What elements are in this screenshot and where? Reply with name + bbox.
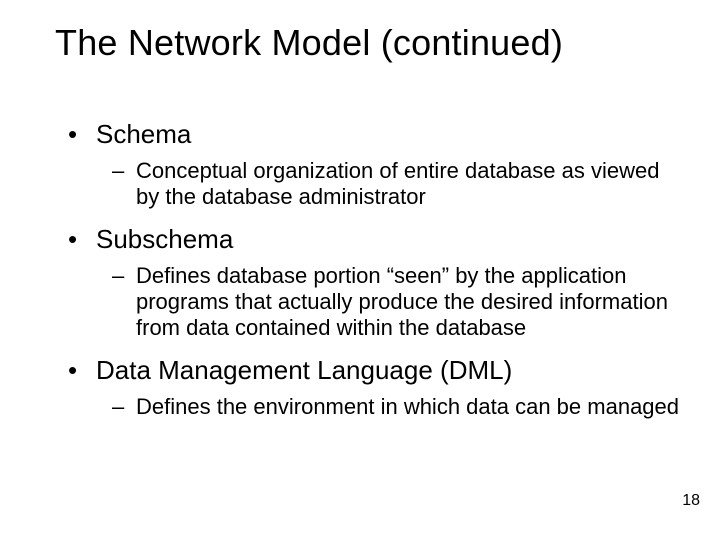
- list-item: • Subschema: [68, 224, 680, 255]
- list-subitem-text: Conceptual organization of entire databa…: [136, 158, 680, 210]
- bullet-icon: •: [68, 355, 96, 386]
- list-subitem: – Defines the environment in which data …: [112, 394, 680, 420]
- list-item: • Data Management Language (DML): [68, 355, 680, 386]
- dash-icon: –: [112, 263, 136, 341]
- list-subitem: – Defines database portion “seen” by the…: [112, 263, 680, 341]
- list-item-label: Subschema: [96, 224, 233, 255]
- slide-content: • Schema – Conceptual organization of en…: [40, 119, 680, 420]
- list-item: • Schema: [68, 119, 680, 150]
- slide-title: The Network Model (continued): [55, 22, 680, 64]
- page-number: 18: [682, 492, 700, 510]
- list-item-label: Data Management Language (DML): [96, 355, 512, 386]
- list-subitem: – Conceptual organization of entire data…: [112, 158, 680, 210]
- bullet-icon: •: [68, 119, 96, 150]
- list-subitem-text: Defines database portion “seen” by the a…: [136, 263, 680, 341]
- list-subitem-text: Defines the environment in which data ca…: [136, 394, 679, 420]
- dash-icon: –: [112, 158, 136, 210]
- slide: The Network Model (continued) • Schema –…: [0, 0, 720, 540]
- list-item-label: Schema: [96, 119, 191, 150]
- dash-icon: –: [112, 394, 136, 420]
- bullet-icon: •: [68, 224, 96, 255]
